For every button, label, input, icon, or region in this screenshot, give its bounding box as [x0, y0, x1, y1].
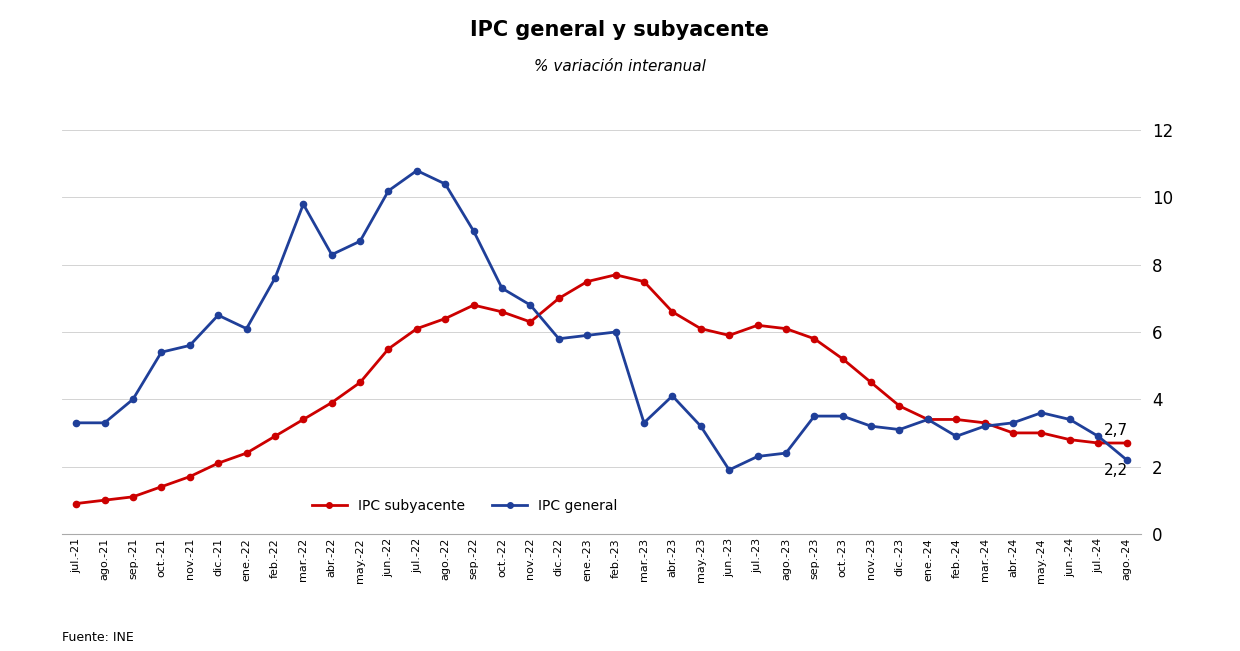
IPC subyacente — [722, 331, 737, 339]
IPC subyacente — [352, 378, 367, 386]
IPC subyacente — [580, 277, 595, 285]
IPC general — [722, 466, 737, 474]
IPC general — [807, 412, 822, 420]
IPC general — [97, 419, 112, 427]
IPC subyacente — [750, 322, 765, 329]
IPC general — [68, 419, 83, 427]
IPC general — [836, 412, 851, 420]
IPC subyacente — [495, 308, 510, 316]
IPC subyacente — [211, 460, 226, 467]
IPC subyacente — [97, 496, 112, 504]
Line: IPC subyacente: IPC subyacente — [73, 271, 1130, 506]
IPC subyacente — [438, 314, 453, 322]
IPC subyacente — [892, 402, 906, 410]
IPC general — [949, 432, 963, 440]
Line: IPC general: IPC general — [73, 167, 1130, 473]
IPC subyacente — [949, 415, 963, 423]
IPC general — [182, 342, 197, 350]
IPC general — [211, 311, 226, 319]
IPC subyacente — [1063, 436, 1078, 443]
IPC subyacente — [409, 325, 424, 333]
IPC subyacente — [665, 308, 680, 316]
IPC subyacente — [296, 415, 311, 423]
IPC general — [239, 325, 254, 333]
IPC general — [636, 419, 651, 427]
Legend: IPC subyacente, IPC general: IPC subyacente, IPC general — [306, 493, 624, 519]
IPC subyacente — [779, 325, 794, 333]
IPC general — [352, 237, 367, 245]
IPC subyacente — [920, 415, 935, 423]
IPC general — [693, 422, 708, 430]
IPC subyacente — [1034, 429, 1049, 437]
Text: 2,2: 2,2 — [1104, 463, 1128, 478]
IPC subyacente — [1120, 439, 1135, 447]
IPC subyacente — [239, 449, 254, 457]
IPC general — [665, 392, 680, 400]
IPC general — [154, 348, 169, 356]
Text: % variación interanual: % variación interanual — [534, 59, 706, 74]
IPC general — [1120, 456, 1135, 464]
IPC subyacente — [693, 325, 708, 333]
IPC subyacente — [636, 277, 651, 285]
IPC subyacente — [807, 335, 822, 342]
IPC general — [1034, 409, 1049, 417]
IPC general — [1006, 419, 1021, 427]
IPC general — [381, 187, 396, 195]
IPC general — [125, 395, 140, 403]
IPC general — [552, 335, 567, 342]
IPC subyacente — [325, 398, 340, 406]
IPC general — [750, 452, 765, 460]
IPC general — [268, 274, 283, 282]
Text: IPC general y subyacente: IPC general y subyacente — [470, 20, 770, 40]
IPC general — [438, 180, 453, 188]
IPC subyacente — [523, 318, 538, 326]
IPC general — [523, 301, 538, 309]
IPC subyacente — [182, 473, 197, 480]
IPC general — [1091, 432, 1106, 440]
IPC general — [608, 328, 622, 336]
Text: 2,7: 2,7 — [1104, 422, 1128, 437]
IPC general — [466, 227, 481, 235]
IPC general — [779, 449, 794, 457]
IPC subyacente — [1091, 439, 1106, 447]
IPC subyacente — [154, 483, 169, 491]
IPC general — [409, 167, 424, 174]
IPC subyacente — [68, 500, 83, 508]
IPC general — [863, 422, 878, 430]
IPC subyacente — [552, 294, 567, 302]
IPC subyacente — [863, 378, 878, 386]
IPC subyacente — [1006, 429, 1021, 437]
IPC general — [580, 331, 595, 339]
IPC general — [892, 426, 906, 434]
IPC subyacente — [268, 432, 283, 440]
IPC subyacente — [608, 271, 622, 279]
IPC subyacente — [836, 355, 851, 363]
IPC general — [495, 284, 510, 292]
IPC subyacente — [381, 345, 396, 353]
IPC general — [977, 422, 992, 430]
Text: Fuente: INE: Fuente: INE — [62, 631, 134, 644]
IPC general — [920, 415, 935, 423]
IPC subyacente — [977, 419, 992, 427]
IPC subyacente — [466, 301, 481, 309]
IPC general — [296, 201, 311, 208]
IPC subyacente — [125, 493, 140, 501]
IPC general — [1063, 415, 1078, 423]
IPC general — [325, 251, 340, 258]
